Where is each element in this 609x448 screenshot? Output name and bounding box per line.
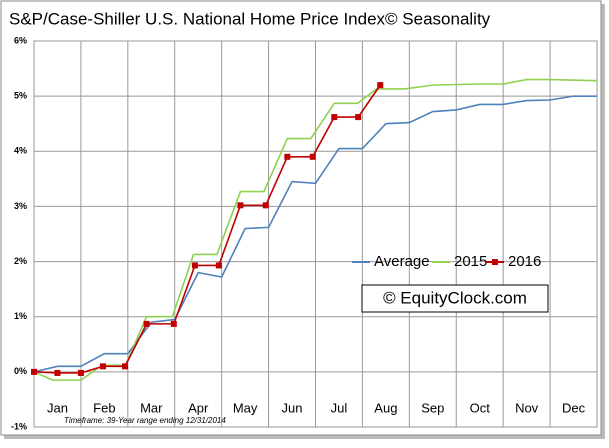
series-marker [215,262,222,269]
series-marker [143,320,150,327]
y-tick-label: 0% [14,366,27,376]
footnote: Timeframe: 39-Year range ending 12/31/20… [64,416,226,425]
chart-title: S&P/Case-Shiller U.S. National Home Pric… [9,9,491,28]
legend-marker [492,259,498,265]
series-marker [262,202,269,209]
series-marker [284,153,291,160]
x-tick-label: May [233,400,258,415]
watermark-box [361,284,549,313]
y-tick-label: -1% [11,421,27,431]
x-tick-label: Oct [470,400,491,415]
legend-label: Average [374,253,430,270]
series-line [33,95,597,373]
series-marker [99,363,106,370]
x-tick-label: Nov [515,400,539,415]
y-tick-label: 5% [14,91,27,101]
series-marker [170,320,177,327]
series-marker [122,363,129,370]
series-marker [309,153,316,160]
legend-label: 2016 [508,253,541,270]
y-tick-label: 3% [14,201,27,211]
legend-label: 2015 [454,253,487,270]
x-tick-label: Jul [331,400,348,415]
y-tick-label: 6% [14,35,27,45]
x-tick-label: Dec [562,400,586,415]
x-tick-label: Mar [140,400,163,415]
series-marker [54,369,61,376]
series-marker [237,202,244,209]
series-marker [377,82,384,89]
series-marker [77,369,84,376]
y-tick-label: 4% [14,146,27,156]
series-marker [31,368,37,375]
x-tick-label: Sep [421,400,444,415]
y-tick-label: 2% [14,256,27,266]
watermark: © EquityClock.com [383,288,527,307]
series-marker [331,114,338,121]
series-line [33,78,598,381]
x-tick-label: Feb [93,400,115,415]
series-line [33,84,381,374]
series-marker [355,114,362,121]
x-tick-label: Jan [47,400,68,415]
x-tick-label: Apr [188,400,209,415]
y-tick-label: 1% [14,311,27,321]
x-tick-label: Aug [374,400,397,415]
x-tick-label: Jun [282,400,303,415]
series-marker [191,262,198,269]
